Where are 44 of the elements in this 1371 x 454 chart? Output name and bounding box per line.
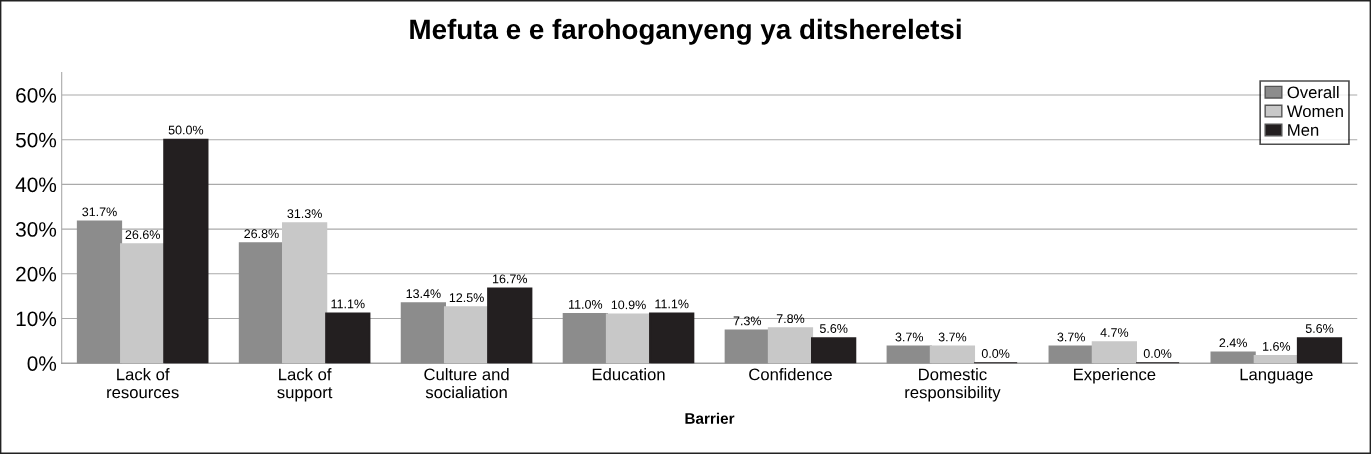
legend-label: Overall bbox=[1287, 85, 1339, 99]
data-label: 13.4% bbox=[406, 289, 441, 299]
y-tick-label: 30% bbox=[15, 222, 57, 237]
x-axis-title: Barrier bbox=[685, 412, 735, 424]
y-tick-label: 0% bbox=[27, 356, 57, 371]
data-label: 1.6% bbox=[1263, 341, 1291, 351]
y-tick-label: 50% bbox=[15, 132, 57, 148]
chart-title: Mefuta e e farohoganyeng ya ditshereletsi bbox=[410, 18, 961, 45]
y-tick-label: 10% bbox=[16, 311, 57, 327]
x-tick-label: Culture and socialiation bbox=[424, 368, 509, 399]
data-label: 10.9% bbox=[611, 300, 646, 310]
data-label: 3.7% bbox=[938, 332, 967, 342]
x-tick-label: Lack of resources bbox=[107, 368, 179, 399]
data-label: 26.6% bbox=[125, 230, 160, 240]
data-label: 50.0% bbox=[168, 125, 204, 135]
x-tick-label: Language bbox=[1240, 368, 1313, 384]
data-label: 5.6% bbox=[1305, 324, 1334, 333]
y-tick-label: 20% bbox=[16, 266, 57, 282]
data-label: 0.0% bbox=[981, 349, 1010, 358]
y-tick-label: 40% bbox=[15, 177, 57, 193]
data-label: 4.7% bbox=[1100, 328, 1129, 337]
legend-label: Men bbox=[1288, 124, 1319, 136]
data-label: 5.6% bbox=[819, 324, 848, 333]
data-label: 11.1% bbox=[655, 299, 689, 309]
data-label: 11.0% bbox=[569, 299, 603, 309]
x-tick-label: Education bbox=[592, 368, 665, 381]
data-label: 11.1% bbox=[331, 299, 365, 309]
x-tick-label: Confidence bbox=[749, 368, 832, 381]
data-label: 31.7% bbox=[82, 207, 117, 217]
x-tick-label: Lack of support bbox=[277, 368, 333, 402]
data-label: 7.8% bbox=[776, 314, 805, 324]
legend-label: Women bbox=[1286, 105, 1343, 118]
data-label: 31.3% bbox=[287, 209, 322, 219]
data-label: 16.7% bbox=[492, 274, 528, 284]
data-label: 3.7% bbox=[1057, 332, 1085, 342]
data-label: 7.3% bbox=[733, 316, 762, 326]
data-label: 3.7% bbox=[895, 332, 924, 342]
data-label: 26.8% bbox=[244, 229, 279, 239]
x-tick-label: Domestic responsibility bbox=[905, 368, 1001, 402]
data-label: 0.0% bbox=[1143, 349, 1172, 358]
y-tick-label: 60% bbox=[16, 87, 57, 103]
data-label: 12.5% bbox=[449, 293, 484, 303]
x-tick-label: Experience bbox=[1074, 368, 1156, 384]
data-label: 2.4% bbox=[1219, 338, 1247, 348]
